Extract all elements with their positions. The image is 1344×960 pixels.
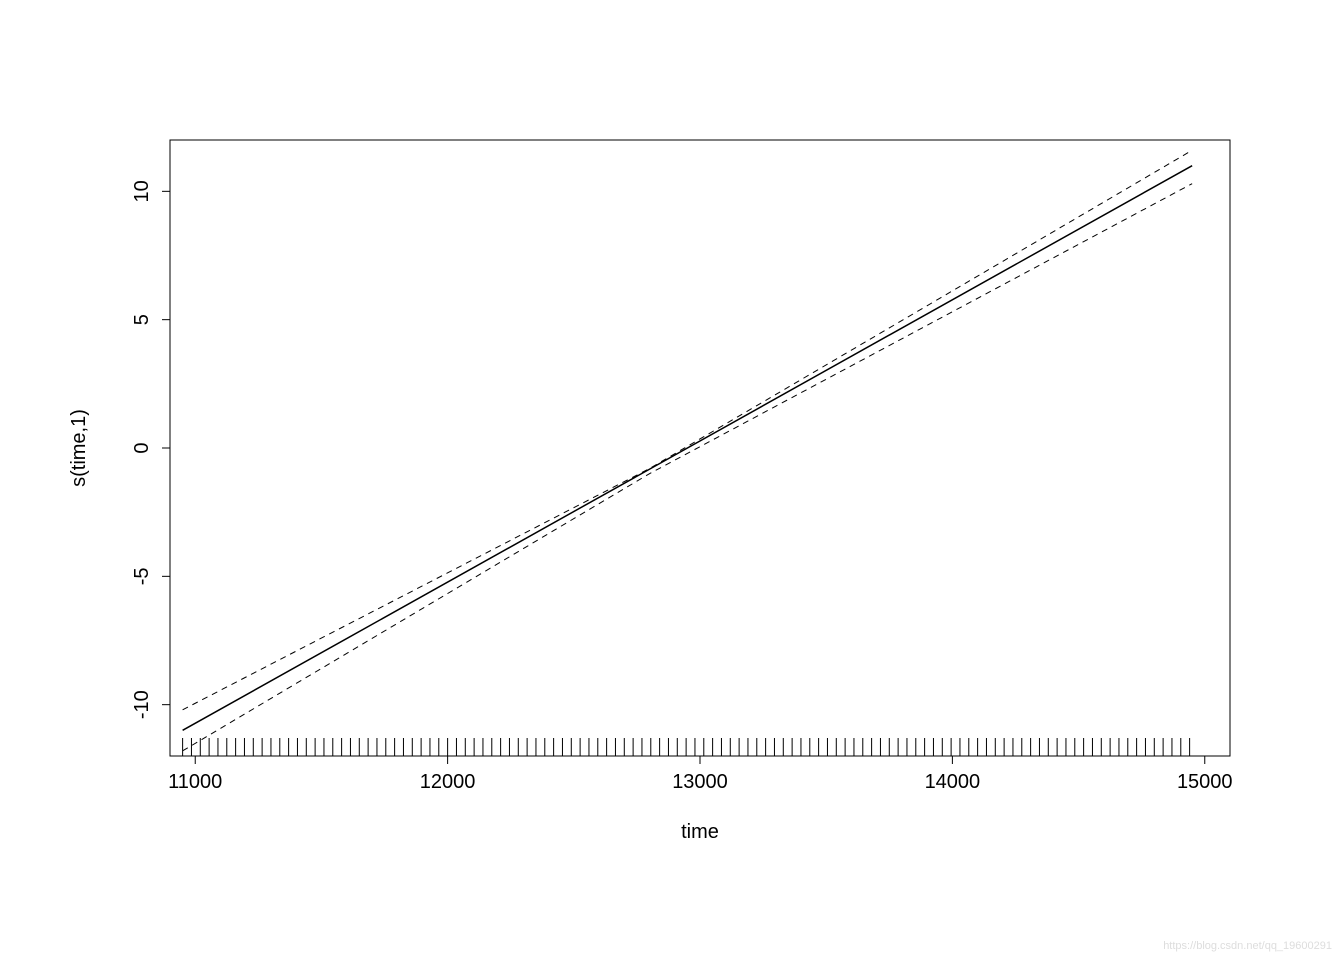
smooth-line [183, 166, 1193, 731]
x-tick-label: 12000 [420, 771, 476, 793]
ci-lower-line [183, 184, 1193, 751]
x-tick-label: 15000 [1177, 771, 1233, 793]
watermark-text: https://blog.csdn.net/qq_19600291 [1163, 940, 1332, 952]
y-tick-label: 5 [131, 314, 153, 325]
x-tick-label: 13000 [672, 771, 728, 793]
smooth-term-plot: 11000 12000 13000 14000 15000 -10 -5 0 5 10 time s(… [0, 0, 1344, 960]
ci-upper-line [183, 150, 1193, 710]
y-axis-label: s(time,1) [68, 409, 90, 487]
y-tick-label: -10 [131, 690, 153, 719]
y-tick-label: 0 [131, 442, 153, 453]
x-tick-label: 14000 [925, 771, 981, 793]
y-tick-label: 10 [131, 180, 153, 202]
plot-group [183, 150, 1193, 756]
chart-container: 11000 12000 13000 14000 15000 -10 -5 0 5 10 time s(… [0, 0, 1344, 960]
y-tick-label: -5 [131, 567, 153, 585]
x-axis-label: time [681, 821, 719, 843]
x-tick-label: 11000 [168, 771, 222, 793]
